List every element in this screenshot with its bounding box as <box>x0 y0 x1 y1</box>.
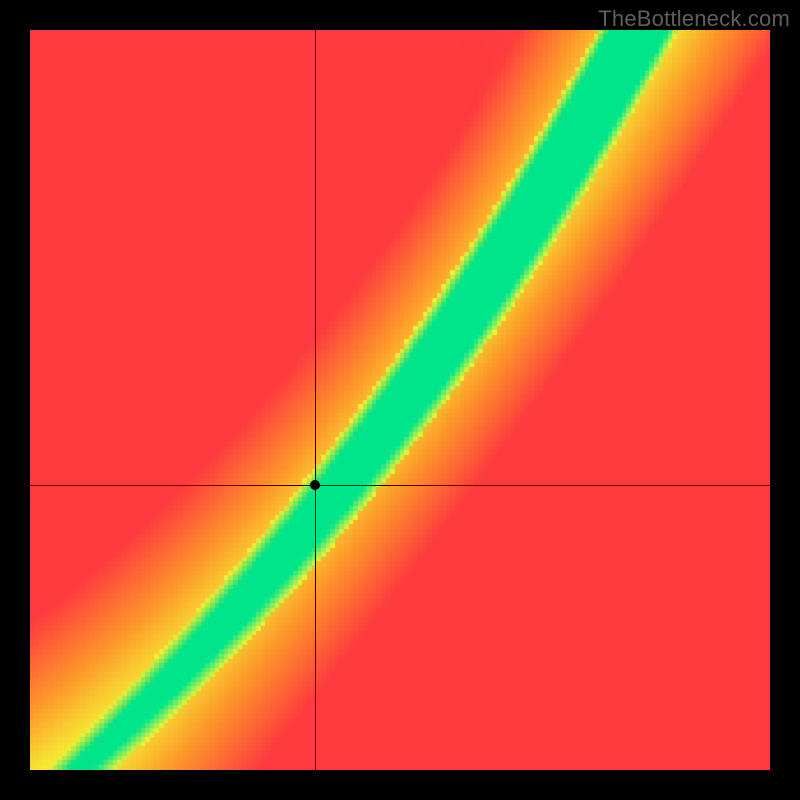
selected-point <box>310 480 320 490</box>
heatmap-plot <box>30 30 770 770</box>
crosshair-vertical <box>315 30 316 770</box>
heatmap-canvas <box>30 30 770 770</box>
crosshair-horizontal <box>30 485 770 486</box>
chart-frame: TheBottleneck.com <box>0 0 800 800</box>
watermark-text: TheBottleneck.com <box>598 6 790 32</box>
